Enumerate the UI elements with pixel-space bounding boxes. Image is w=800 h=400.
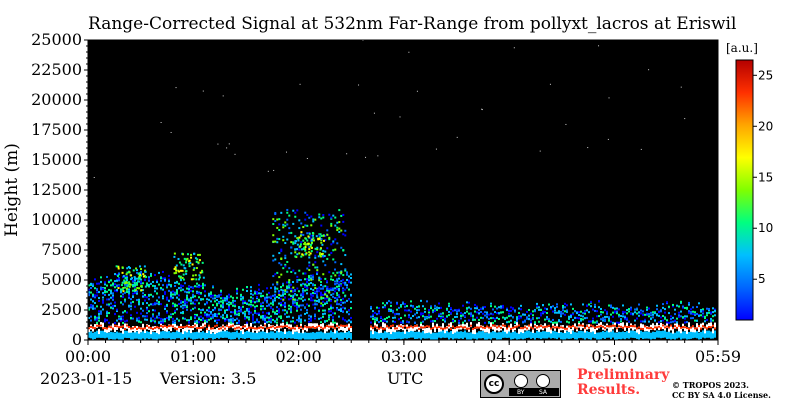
y-axis-label: Height (m) [2, 143, 22, 237]
copyright-line2: CC BY SA 4.0 License. [672, 390, 771, 400]
y-tick-label: 22500 [31, 60, 82, 79]
copyright-note: © TROPOS 2023. CC BY SA 4.0 License. [672, 380, 771, 400]
by-person-icon [514, 374, 528, 388]
y-tick-label: 15000 [31, 150, 82, 169]
y-tick-label: 7500 [41, 240, 82, 259]
y-tick-label: 0 [72, 330, 82, 349]
copyright-line1: © TROPOS 2023. [672, 380, 749, 390]
colorbar-tick-label: 5 [758, 272, 766, 286]
plot-area [88, 40, 718, 340]
axes: 0 2500 5000 7500 10000 12500 15000 17500 20000 22… [31, 30, 741, 366]
cc-by-text: BY [517, 389, 525, 396]
x-tick-label: 05:00 [591, 347, 637, 366]
chart-title: Range-Corrected Signal at 532nm Far-Rang… [88, 14, 737, 34]
cc-sa-text: SA [539, 389, 548, 396]
y-tick-label: 2500 [41, 300, 82, 319]
cc-icon: cc [484, 374, 504, 394]
colorbar-unit-label: [a.u.] [726, 41, 758, 55]
preliminary-line2: Results. [577, 382, 641, 398]
preliminary-results-note: Preliminary Results. [577, 368, 669, 398]
colorbar: 5 10 15 20 25 [735, 59, 773, 321]
plot-background [88, 40, 718, 340]
x-tick-label: 04:00 [486, 347, 532, 366]
y-tick-label: 12500 [31, 180, 82, 199]
colorbar-gradient [735, 59, 754, 321]
x-axis-label: UTC [387, 369, 424, 388]
colorbar-tick-label: 10 [758, 221, 773, 235]
y-tick-label: 25000 [31, 30, 82, 49]
cc-license-badge: cc BY SA [480, 370, 561, 398]
cc-badge-bar [509, 388, 559, 396]
colorbar-tick-label: 20 [758, 119, 773, 133]
x-tick-label: 00:00 [65, 347, 111, 366]
footer-date: 2023-01-15 [40, 369, 133, 388]
y-tick-label: 5000 [41, 270, 82, 289]
x-tick-label: 02:00 [276, 347, 322, 366]
y-tick-label: 17500 [31, 120, 82, 139]
signal-field [88, 40, 716, 340]
colorbar-tick-label: 25 [758, 68, 773, 82]
preliminary-line1: Preliminary [577, 367, 670, 383]
footer-version: Version: 3.5 [160, 369, 257, 388]
y-tick-label: 10000 [31, 210, 82, 229]
x-tick-label: 01:00 [170, 347, 216, 366]
x-tick-label: 03:00 [381, 347, 427, 366]
colorbar-tick-label: 15 [758, 170, 773, 184]
sa-share-icon [536, 374, 550, 388]
y-tick-label: 20000 [31, 90, 82, 109]
x-tick-label: 05:59 [695, 347, 741, 366]
